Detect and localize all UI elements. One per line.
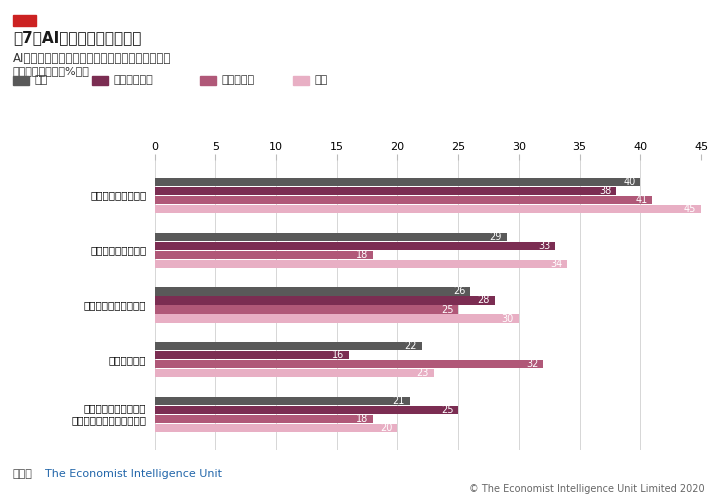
Bar — [155, 260, 567, 268]
Bar — [155, 178, 641, 186]
Text: 45: 45 — [684, 204, 696, 214]
Text: 資料：: 資料： — [13, 469, 33, 479]
Bar — [155, 351, 349, 360]
Text: ヨーロッパ: ヨーロッパ — [221, 75, 255, 85]
Bar — [155, 397, 410, 405]
Text: 29: 29 — [490, 232, 502, 241]
Text: 32: 32 — [526, 359, 539, 369]
Text: 25: 25 — [441, 304, 453, 314]
Text: The Economist Intelligence Unit: The Economist Intelligence Unit — [45, 469, 221, 479]
Text: 40: 40 — [623, 177, 636, 187]
Bar — [155, 415, 373, 423]
Text: 22: 22 — [404, 341, 417, 351]
Bar — [155, 205, 701, 213]
Bar — [155, 187, 616, 195]
Text: 38: 38 — [599, 186, 611, 196]
Bar — [155, 196, 652, 204]
Bar — [155, 288, 470, 296]
Text: 33: 33 — [539, 241, 551, 251]
Bar — [155, 296, 495, 304]
Text: 28: 28 — [477, 296, 490, 306]
Bar — [155, 232, 507, 241]
Bar — [155, 360, 543, 368]
Text: AI活用がもたらす最大の業界リスクは何ですか？: AI活用がもたらす最大の業界リスクは何ですか？ — [13, 52, 171, 66]
Text: 18: 18 — [356, 250, 368, 260]
Text: 34: 34 — [550, 259, 562, 269]
Bar — [155, 406, 458, 414]
Bar — [155, 314, 519, 322]
Text: アジア太平洋: アジア太平洋 — [114, 75, 153, 85]
Text: 全体: 全体 — [35, 75, 47, 85]
Text: 18: 18 — [356, 414, 368, 424]
Text: 21: 21 — [393, 396, 405, 406]
Bar — [155, 342, 422, 350]
Bar — [155, 369, 434, 378]
Text: 16: 16 — [331, 350, 344, 360]
Text: 30: 30 — [502, 314, 514, 324]
Text: 北米: 北米 — [315, 75, 328, 85]
Text: 20: 20 — [380, 423, 393, 433]
Text: 表7：AI活用の主要なリスク: 表7：AI活用の主要なリスク — [13, 30, 142, 45]
Text: 25: 25 — [441, 405, 453, 415]
Text: 26: 26 — [453, 286, 465, 296]
Text: 41: 41 — [636, 195, 648, 205]
Text: © The Economist Intelligence Unit Limited 2020: © The Economist Intelligence Unit Limite… — [469, 484, 705, 494]
Text: 23: 23 — [416, 368, 429, 378]
Bar — [155, 424, 398, 432]
Bar — [155, 306, 458, 314]
Bar — [155, 250, 373, 259]
Bar — [155, 242, 555, 250]
Text: （回答者の割合［%］）: （回答者の割合［%］） — [13, 66, 90, 76]
